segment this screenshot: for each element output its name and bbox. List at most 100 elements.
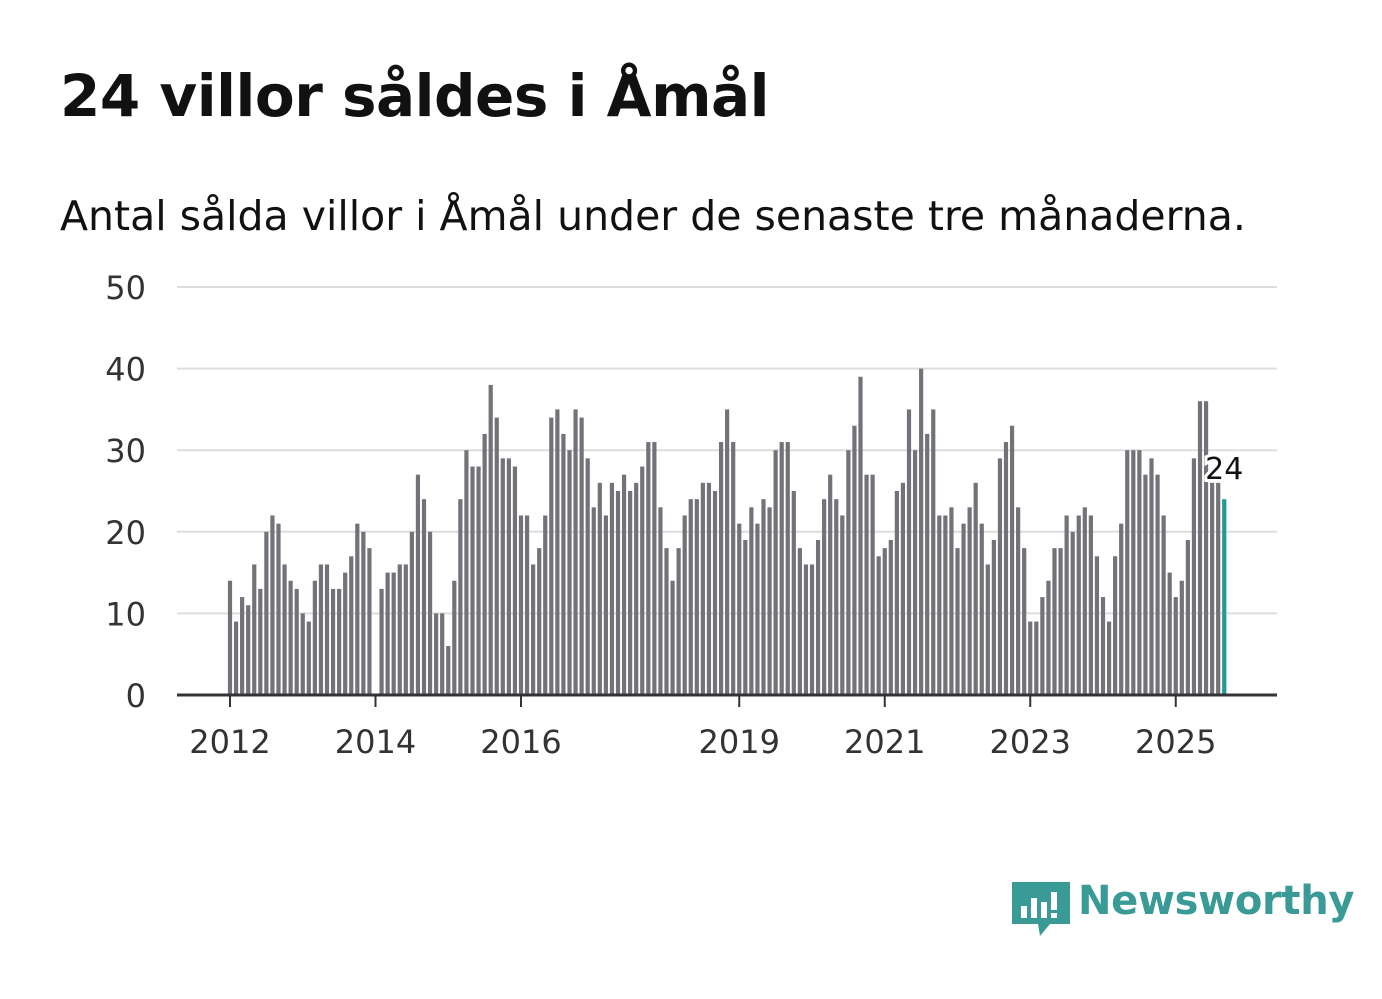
bar bbox=[955, 548, 960, 695]
bar bbox=[585, 458, 590, 695]
bar bbox=[749, 507, 754, 695]
bar bbox=[803, 564, 809, 695]
bar bbox=[579, 417, 584, 695]
bar bbox=[294, 588, 299, 695]
bar bbox=[682, 515, 687, 695]
bar bbox=[670, 580, 675, 695]
bar bbox=[246, 605, 251, 695]
bar bbox=[1185, 539, 1190, 695]
bar-highlight bbox=[1222, 499, 1227, 695]
y-tick-label: 0 bbox=[126, 677, 146, 715]
bar bbox=[1216, 482, 1221, 695]
y-tick-label: 10 bbox=[105, 595, 146, 633]
bar bbox=[1009, 425, 1015, 695]
bar bbox=[900, 482, 906, 695]
bar bbox=[524, 515, 530, 695]
bar bbox=[597, 482, 602, 695]
bar bbox=[718, 442, 724, 695]
bar bbox=[1125, 450, 1130, 695]
bar bbox=[870, 474, 875, 695]
bar bbox=[306, 621, 311, 695]
bar bbox=[385, 572, 390, 695]
bar bbox=[421, 499, 427, 695]
bar bbox=[664, 548, 669, 695]
bar bbox=[537, 548, 542, 695]
bar bbox=[621, 474, 627, 695]
x-tick-label: 2023 bbox=[990, 723, 1071, 761]
bar bbox=[1143, 474, 1148, 695]
bar bbox=[488, 384, 493, 695]
bar bbox=[852, 425, 857, 695]
bar bbox=[397, 564, 402, 695]
bar bbox=[967, 507, 972, 695]
bar bbox=[609, 482, 615, 695]
bar bbox=[828, 474, 833, 695]
bar bbox=[779, 442, 784, 695]
bar bbox=[270, 515, 275, 695]
bar bbox=[1119, 523, 1124, 695]
bar bbox=[409, 531, 414, 695]
bar bbox=[1003, 442, 1009, 695]
bar bbox=[1191, 458, 1197, 695]
bar bbox=[822, 499, 827, 695]
bar bbox=[464, 450, 469, 695]
bar bbox=[931, 409, 936, 695]
bar bbox=[991, 539, 996, 695]
bar bbox=[343, 572, 348, 695]
bar bbox=[973, 482, 978, 695]
y-axis-ticks: 0 10 20 30 40 50 bbox=[105, 269, 146, 715]
bar bbox=[815, 539, 821, 695]
bar bbox=[688, 499, 693, 695]
bar bbox=[912, 450, 918, 695]
bar bbox=[985, 564, 990, 695]
bar bbox=[458, 499, 463, 695]
bar bbox=[876, 556, 881, 695]
bar bbox=[785, 442, 790, 695]
bar bbox=[767, 507, 772, 695]
bar bbox=[512, 466, 518, 695]
bar bbox=[240, 597, 245, 695]
bar bbox=[700, 482, 705, 695]
brand-name: Newsworthy bbox=[1078, 878, 1355, 924]
bar bbox=[300, 613, 305, 695]
bar bbox=[1058, 548, 1063, 695]
bar bbox=[1137, 450, 1142, 695]
bar bbox=[628, 491, 633, 695]
bar bbox=[282, 564, 287, 695]
bar bbox=[797, 548, 802, 695]
bar bbox=[1088, 515, 1093, 695]
bar bbox=[882, 548, 887, 695]
bar bbox=[543, 515, 548, 695]
bar bbox=[725, 409, 730, 695]
bar bbox=[1100, 597, 1106, 695]
x-tick-label: 2016 bbox=[480, 723, 561, 761]
chart-title: 24 villor såldes i Åmål bbox=[60, 62, 770, 130]
y-tick-label: 40 bbox=[105, 351, 146, 389]
bar bbox=[1076, 515, 1081, 695]
bar bbox=[258, 588, 263, 695]
bar bbox=[1064, 515, 1069, 695]
bar bbox=[943, 515, 948, 695]
bar bbox=[846, 450, 851, 695]
bar bbox=[888, 539, 893, 695]
bar bbox=[997, 458, 1003, 695]
newsworthy-logo-icon bbox=[1012, 882, 1070, 936]
bar bbox=[640, 466, 645, 695]
bar bbox=[864, 474, 869, 695]
bar bbox=[1094, 556, 1100, 695]
bar bbox=[809, 564, 815, 695]
bar bbox=[367, 548, 372, 695]
x-tick-label: 2012 bbox=[189, 723, 270, 761]
bar bbox=[233, 621, 239, 695]
bar bbox=[906, 409, 912, 695]
bar bbox=[452, 580, 457, 695]
bar bbox=[743, 539, 748, 695]
bar bbox=[737, 523, 742, 695]
bar bbox=[1070, 531, 1075, 695]
bar bbox=[276, 523, 281, 695]
bar bbox=[1022, 548, 1027, 695]
bar bbox=[252, 564, 257, 695]
bar bbox=[925, 433, 930, 695]
x-axis-ticks: 2012 2014 2016 2019 2021 2023 2025 bbox=[189, 695, 1216, 761]
bar bbox=[361, 531, 366, 695]
